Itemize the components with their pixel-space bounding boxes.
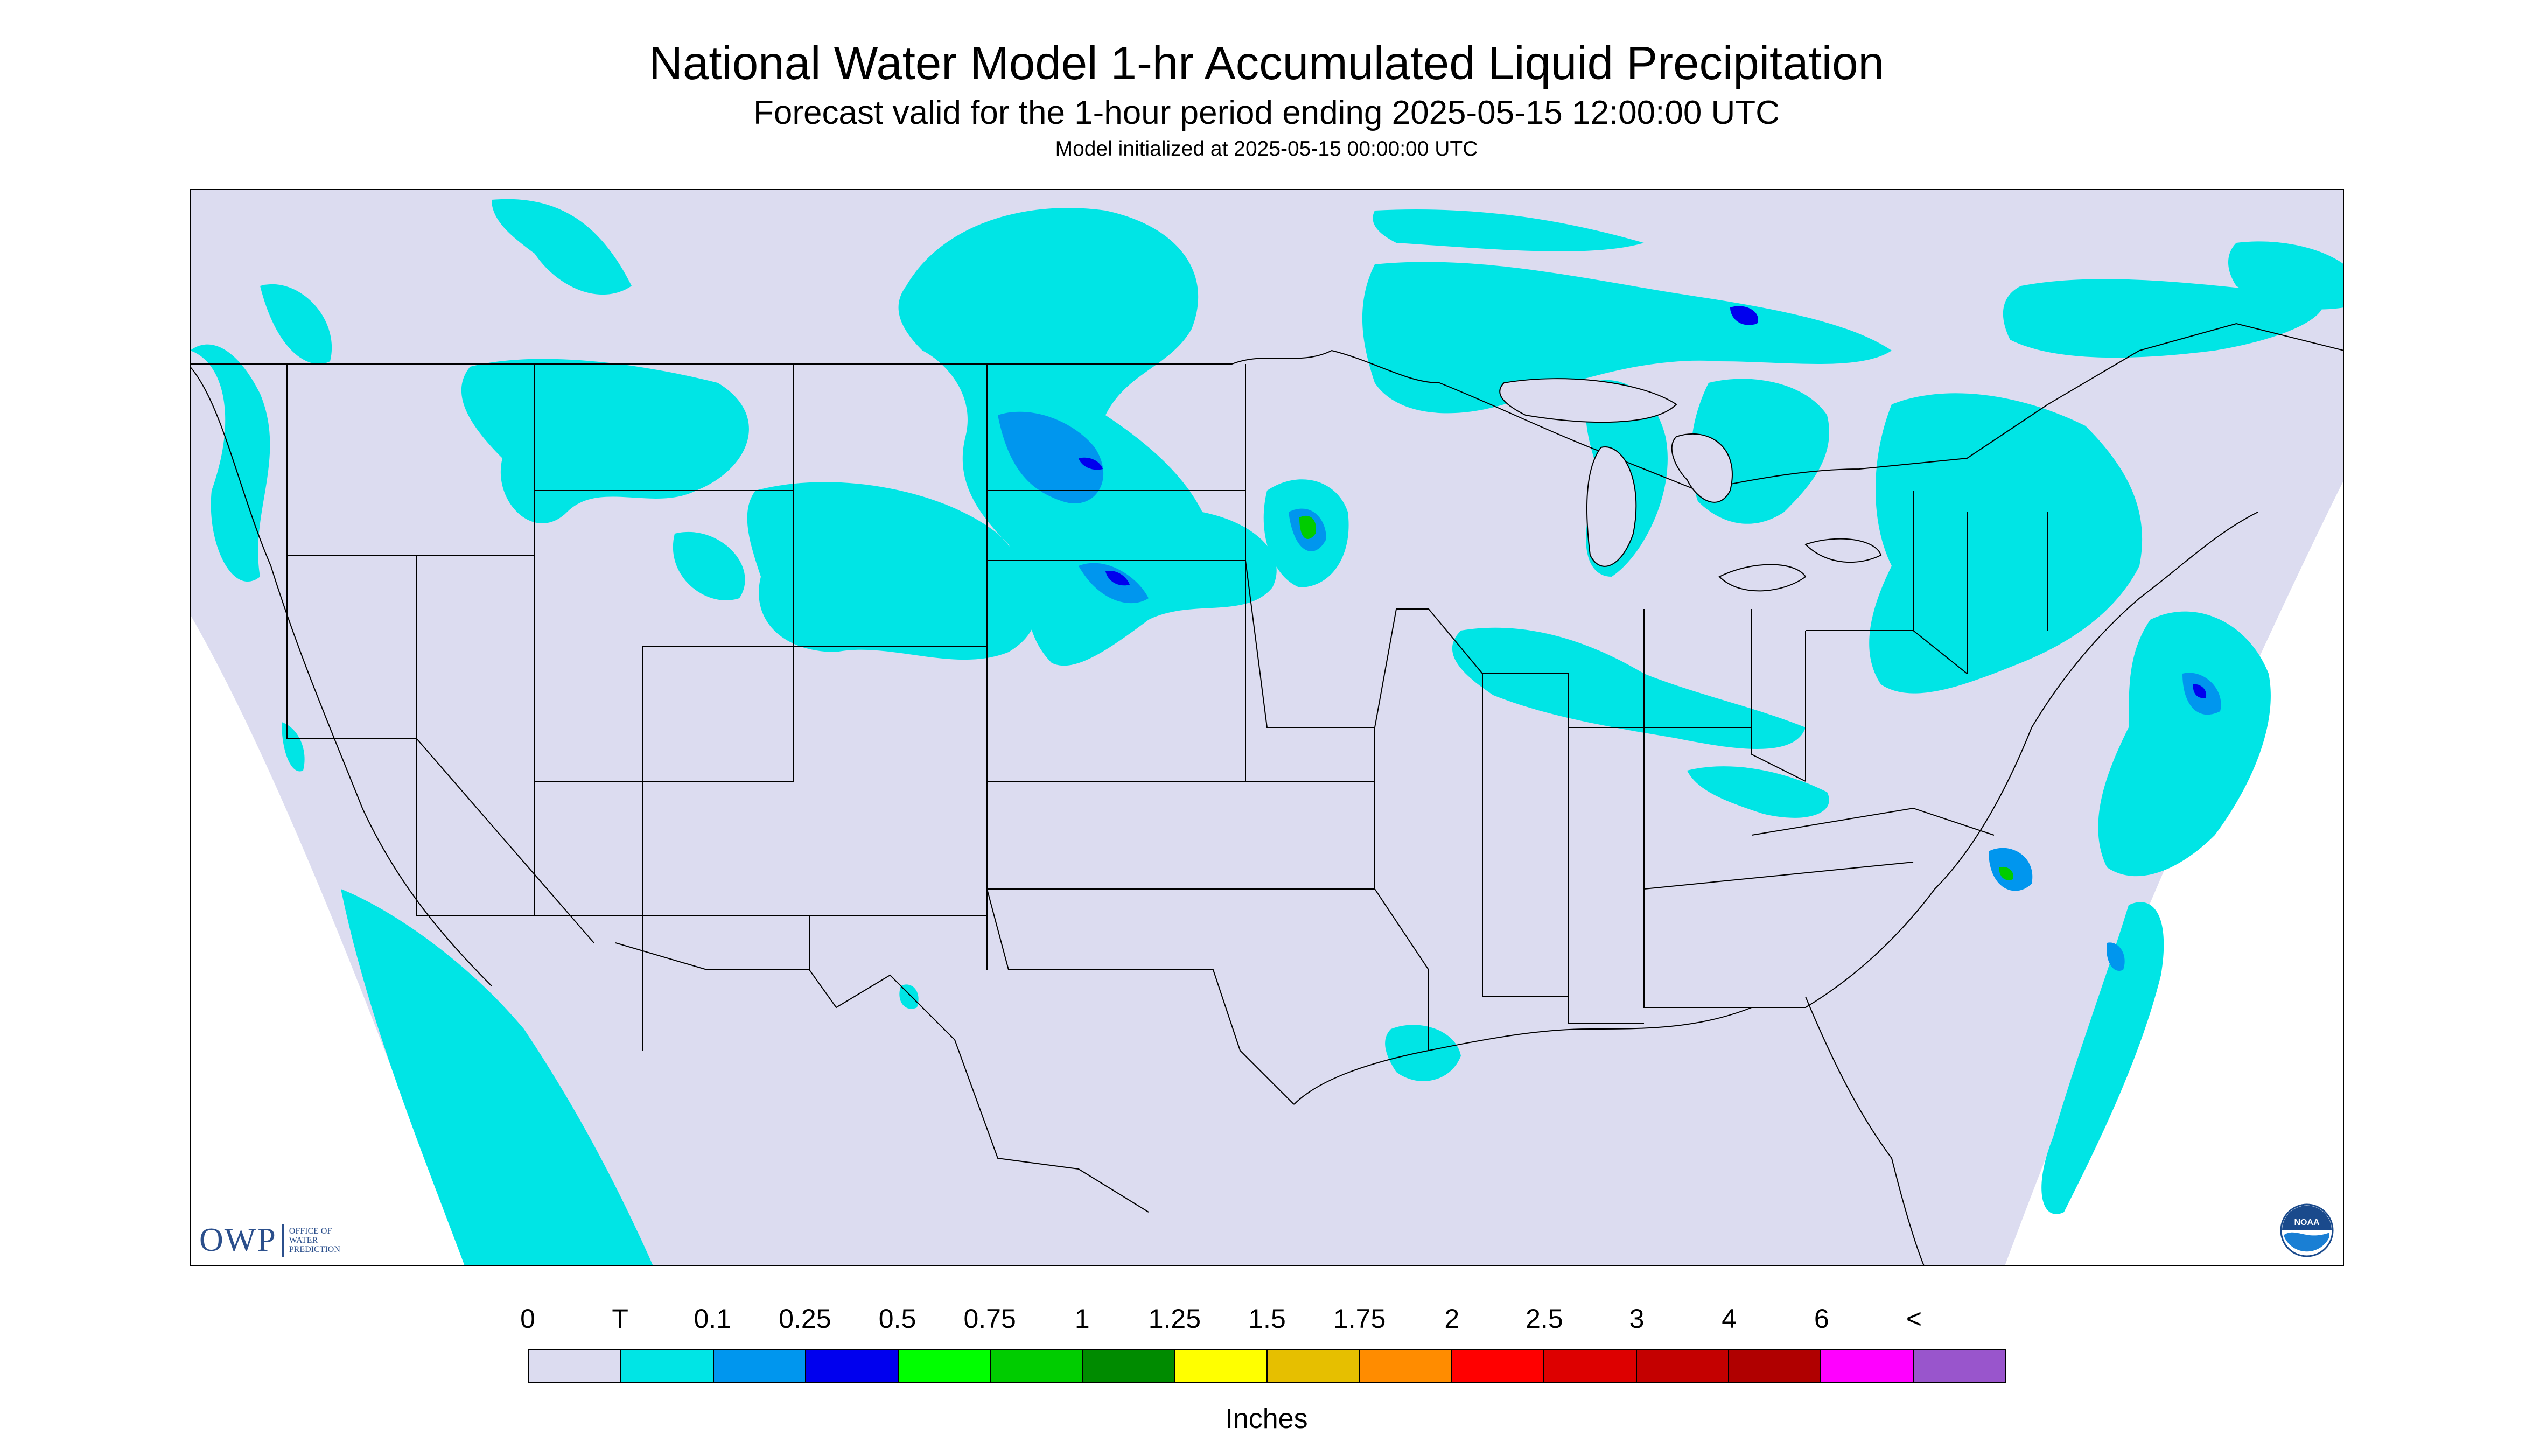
model-init-text: Model initialized at 2025-05-15 00:00:00… [1055,137,1478,160]
legend-tick-label: 0.5 [878,1304,916,1334]
owp-logo: OWP OFFICE OF WATER PREDICTION [199,1221,340,1259]
legend-swatch [898,1350,991,1382]
legend-swatch [1360,1350,1452,1382]
legend-swatch [1729,1350,1822,1382]
precipitation-map [190,189,2344,1266]
legend-swatch [990,1350,1083,1382]
legend-swatch [713,1350,807,1382]
legend-swatch [1821,1350,1914,1382]
legend-swatch [1083,1350,1175,1382]
legend-swatch [1452,1350,1545,1382]
precip-region-northern-rockies [461,359,749,523]
legend-tick-label: 4 [1722,1304,1737,1334]
precip-region-western-dakotas [898,208,1277,666]
map-subtitle: Forecast valid for the 1-hour period end… [753,94,1780,131]
great-lakes-outlines [1499,378,1882,592]
legend-tick-label: 1 [1074,1304,1090,1334]
precip-region-offshore-atlantic [2098,611,2271,877]
precip-region-ohio-valley [1452,627,1806,749]
precip-fields [190,199,2344,1266]
owp-logo-mark: OWP [199,1222,277,1258]
legend-tick-label: 6 [1814,1304,1829,1334]
legend-tick-label: T [612,1304,628,1334]
precip-region-northeast [1869,393,2143,694]
legend-tick-label: 2 [1444,1304,1460,1334]
legend-tick-label: 1.75 [1333,1304,1386,1334]
legend-swatch [621,1350,714,1382]
legend-swatch [806,1350,899,1382]
legend-swatch [1544,1350,1637,1382]
legend-color-bar [528,1349,2006,1383]
legend-swatch [1913,1350,2005,1382]
svg-text:NOAA: NOAA [2294,1218,2320,1227]
legend-tick-label: 0.25 [779,1304,831,1334]
legend-swatch [529,1350,622,1382]
legend-units-label: Inches [1225,1403,1308,1434]
legend-tick-label: 0.75 [963,1304,1016,1334]
legend-tick-label: 3 [1629,1304,1645,1334]
precip-region-pacific-northwest [190,344,270,582]
legend-tick-label: 0 [520,1304,535,1334]
precip-region-offshore-pacific [341,889,653,1266]
precip-region-southern-minnesota [1299,515,1316,539]
owp-logo-separator [282,1223,284,1257]
legend-tick-label: < [1906,1304,1922,1334]
precip-region-gulf-coast [1385,1025,1461,1081]
legend-tick-label: 0.1 [694,1304,732,1334]
legend-tick-label: 2.5 [1526,1304,1563,1334]
map-title: National Water Model 1-hr Accumulated Li… [649,37,1884,89]
state-boundaries [190,323,2344,1266]
legend-swatch [1636,1350,1729,1382]
precip-region-offshore-carolina [1989,848,2033,891]
legend-swatch [1268,1350,1360,1382]
legend-swatch [1175,1350,1268,1382]
legend-tick-label: 1.5 [1248,1304,1286,1334]
legend-tick-labels: 0 T 0.1 0.25 0.5 0.75 1 1.25 1.5 1.75 2 2.5 3 4 6 < [520,1303,2006,1335]
noaa-logo: NOAA [2280,1203,2334,1257]
legend-tick-label: 1.25 [1148,1304,1201,1334]
owp-logo-text: OFFICE OF WATER PREDICTION [289,1227,340,1254]
